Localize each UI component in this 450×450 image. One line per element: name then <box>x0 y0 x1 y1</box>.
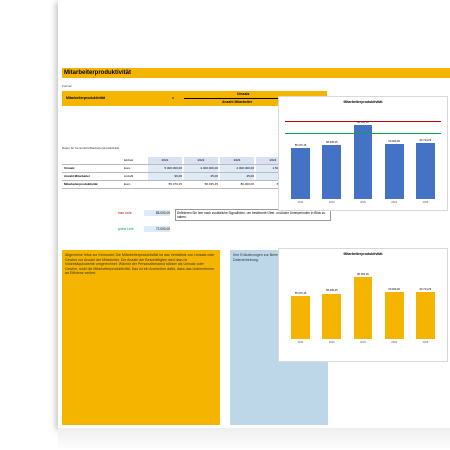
x-axis-tick-label: 2022 <box>328 341 335 344</box>
formula-left: Mitarbeiterproduktivität <box>66 96 106 100</box>
chart-bar <box>353 276 373 339</box>
row-unit: Euro <box>124 182 131 186</box>
bar-value-label: 58.335,45 <box>326 141 338 145</box>
chart-bar <box>384 143 404 199</box>
explanation-text: Ihre Erläuterungen zur Berechnung und zu… <box>233 253 303 262</box>
table-cell[interactable]: 25,00 <box>220 173 254 180</box>
table-cell[interactable]: 25,00 <box>184 173 218 180</box>
table-cell: 80.000,00 <box>240 182 254 186</box>
chart-bar <box>291 295 310 339</box>
x-axis-tick-label: 2025 <box>422 341 429 344</box>
row-label: Anzahl Mitarbeiter <box>64 174 91 178</box>
bar-value-label: 60.000,00 <box>388 288 400 292</box>
bar-value-label: 60.714,29 <box>419 139 432 143</box>
row-label: Umsatz <box>64 166 75 170</box>
bar-value-label: 55.370,15 <box>294 144 307 148</box>
blue-bar-chart: Mitarbeiterproduktivität 55.370,15 2021 58… <box>278 96 448 211</box>
row-unit: Euro <box>124 166 131 170</box>
row-unit: Anzahl <box>124 174 134 178</box>
table-cell[interactable]: 2.000.000,00 <box>220 165 254 172</box>
table-cell[interactable]: 5.000.000,00 <box>148 165 182 172</box>
table-cell: 55.370,15 <box>168 182 182 186</box>
info-text: Allgemeine Infos zur Kennzahl: Die Mitar… <box>65 253 215 276</box>
table-cell[interactable]: 96,00 <box>148 173 182 180</box>
x-axis-tick-label: 2025 <box>422 201 429 204</box>
data-caption: Daten für Kennzahl Mitarbeiterproduktivi… <box>62 146 119 150</box>
chart-bar <box>353 125 373 199</box>
x-axis-tick-label: 2021 <box>297 341 304 344</box>
title-bar <box>62 68 450 78</box>
row-label: Mitarbeiterproduktivität <box>64 182 98 186</box>
x-axis-tick-label: 2024 <box>391 341 398 344</box>
x-axis-tick-label: 2022 <box>328 201 335 204</box>
header-cell: 2024 <box>256 157 290 164</box>
header-cell: 2021 <box>148 157 182 164</box>
yellow-bar-chart: Mitarbeiterproduktivität 55.370,15 2021 58… <box>278 248 448 362</box>
formula-equals: = <box>172 96 175 100</box>
header-cell: 2023 <box>220 157 254 164</box>
formel-label: Formel: <box>62 84 73 88</box>
chart-bar <box>291 148 310 199</box>
plot-area: 55.370,15 2021 58.335,45 2022 80.000,00 2023 6… <box>285 107 441 204</box>
min-line-value[interactable]: 72.000,00 <box>144 226 170 232</box>
table-cell: 58.335,45 <box>204 182 218 186</box>
page-title: Mitarbeiterproduktivität <box>64 70 132 76</box>
formula-fraction-line <box>184 98 309 99</box>
chart-bar <box>322 293 342 339</box>
max-line-value[interactable]: 85.000,00 <box>144 210 170 216</box>
chart-bar <box>322 145 342 199</box>
bar-value-label: 55.370,15 <box>294 291 307 295</box>
x-axis-tick-label: 2021 <box>297 201 304 204</box>
min-line-label: grüne Linie <box>118 227 134 231</box>
formula-denominator: Anzahl Mitarbeiter <box>222 100 253 104</box>
signal-line-note: Definieren Sie hier nach zusätzliche Sig… <box>175 209 331 221</box>
bar-value-label: 60.000,00 <box>388 139 400 143</box>
chart-bar <box>416 291 435 339</box>
page-reflection <box>58 428 450 450</box>
header-cell: 2022 <box>184 157 218 164</box>
bar-value-label: 80.000,00 <box>357 121 369 125</box>
plot-area: 55.370,15 2021 58.335,45 2022 80.000,00 2023 6… <box>285 261 441 344</box>
table-cell[interactable]: 2.000.000,00 <box>184 165 218 172</box>
x-axis-tick-label: 2024 <box>391 201 398 204</box>
reference-line <box>285 120 441 122</box>
chart-bar <box>416 143 435 199</box>
max-line-label: max Linie <box>118 211 132 215</box>
bar-value-label: 60.714,29 <box>419 287 432 291</box>
x-axis-tick-label: 2023 <box>360 201 366 204</box>
chart-title: Mitarbeiterproduktivität <box>343 252 383 256</box>
x-axis-tick-label: 2023 <box>360 341 366 344</box>
info-box: Allgemeine Infos zur Kennzahl: Die Mitar… <box>62 250 220 425</box>
spreadsheet-page: Mitarbeiterproduktivität Formel: Mitarbe… <box>58 0 450 428</box>
chart-bar <box>384 292 404 339</box>
formula-numerator: Umsatz <box>237 92 250 96</box>
bar-value-label: 58.335,45 <box>326 289 338 293</box>
header-cell: Einheit <box>124 158 134 162</box>
bar-value-label: 80.000,00 <box>357 272 369 276</box>
reference-line <box>285 132 441 134</box>
chart-title: Mitarbeiterproduktivität <box>343 100 383 104</box>
